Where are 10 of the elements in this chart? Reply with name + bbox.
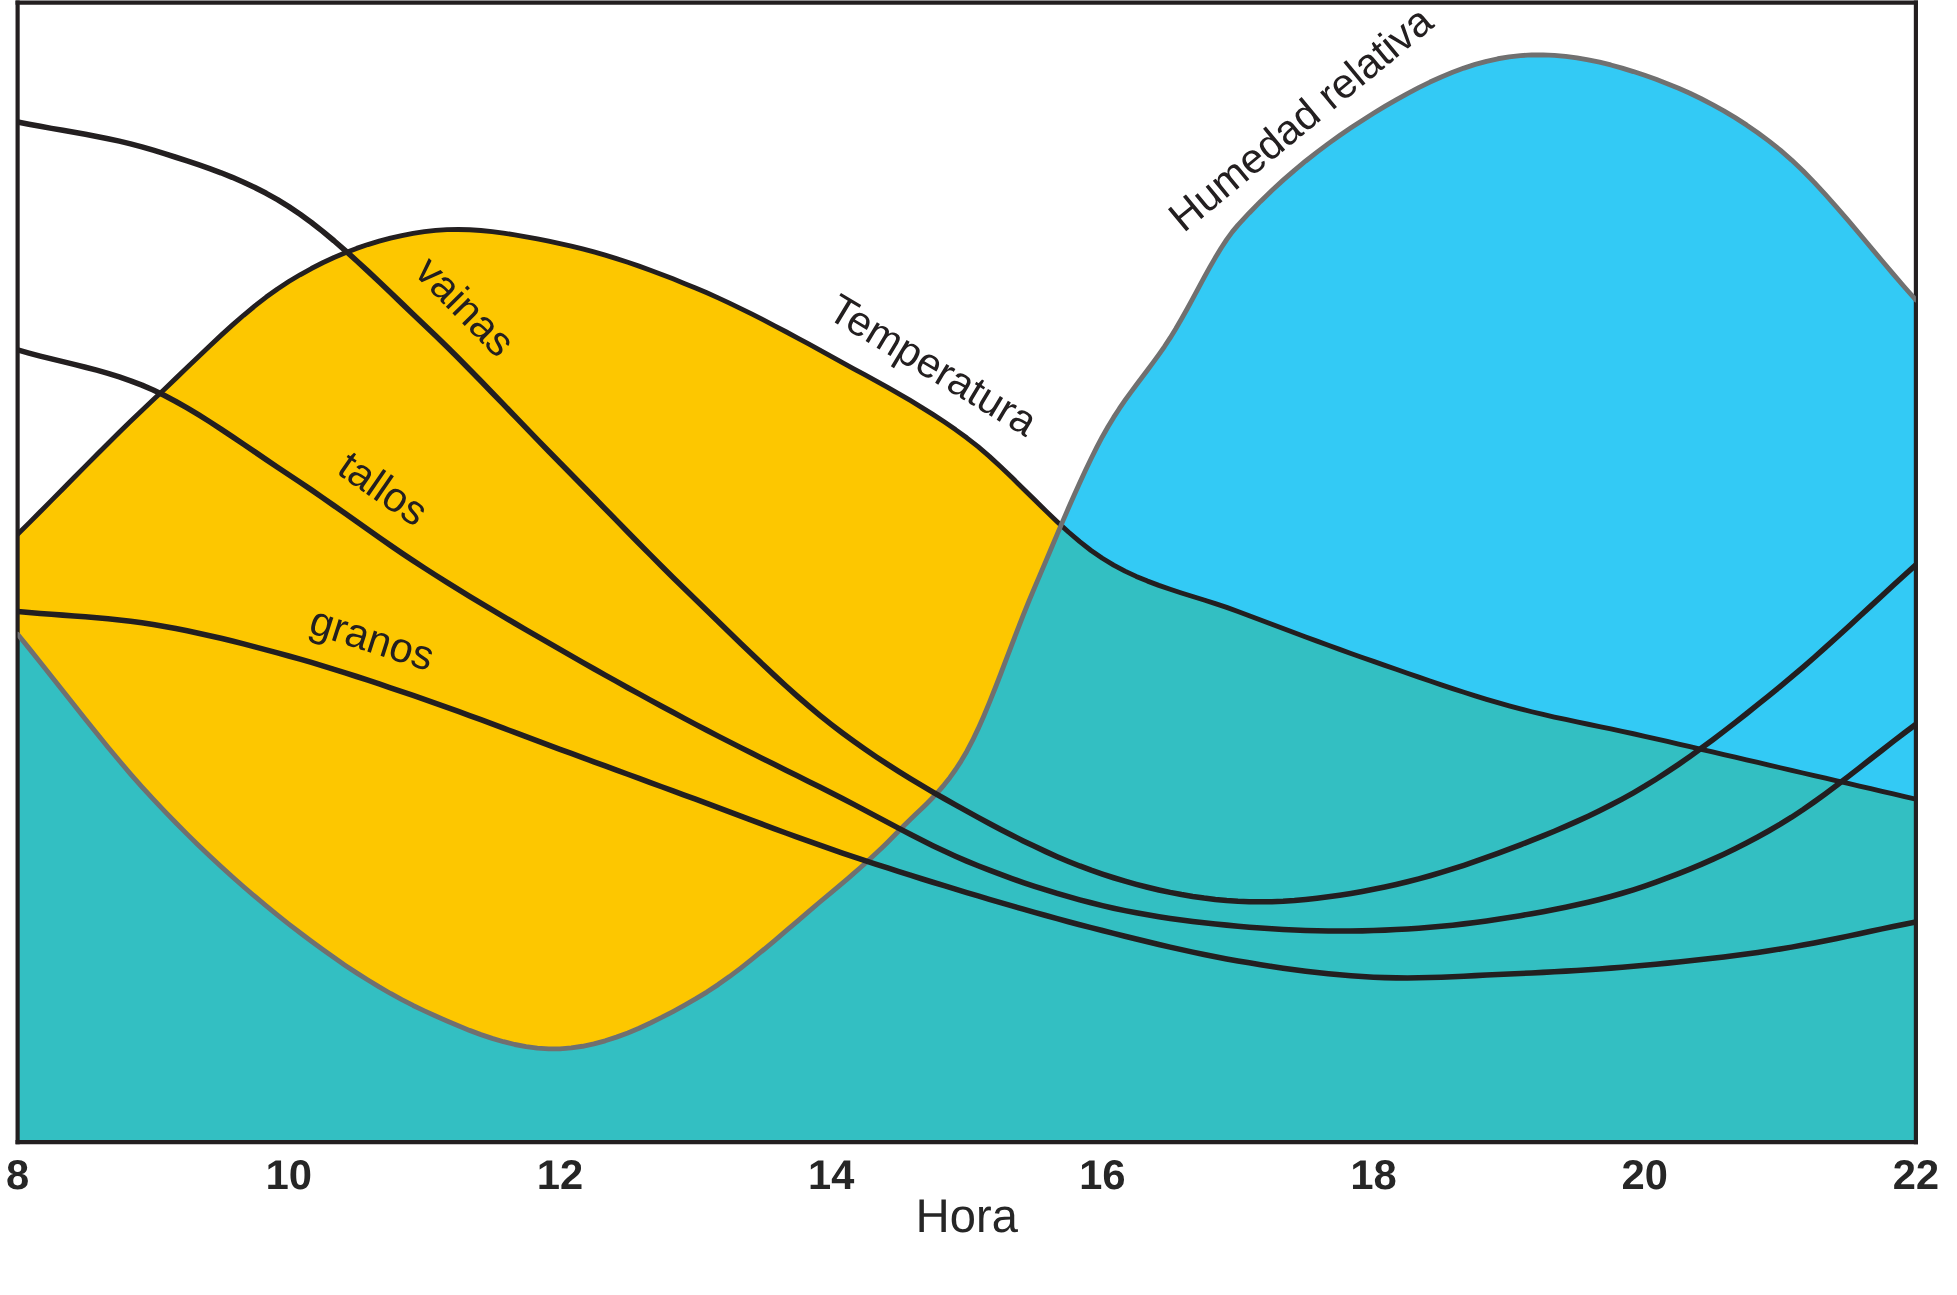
x-tick-label: 22 <box>1894 1159 1938 1190</box>
x-tick-label: 10 <box>268 1159 311 1190</box>
x-tick-label: 18 <box>1352 1159 1396 1190</box>
x-tick-label: 20 <box>1622 1159 1667 1190</box>
x-tick-label: 16 <box>1081 1159 1125 1190</box>
x-tick-label: 8 <box>7 1159 28 1190</box>
x-tick-label: 14 <box>810 1160 855 1190</box>
text: granos <box>306 611 434 679</box>
x-axis-title: Hora <box>919 1199 1018 1233</box>
x-tick-label: 12 <box>539 1159 582 1190</box>
